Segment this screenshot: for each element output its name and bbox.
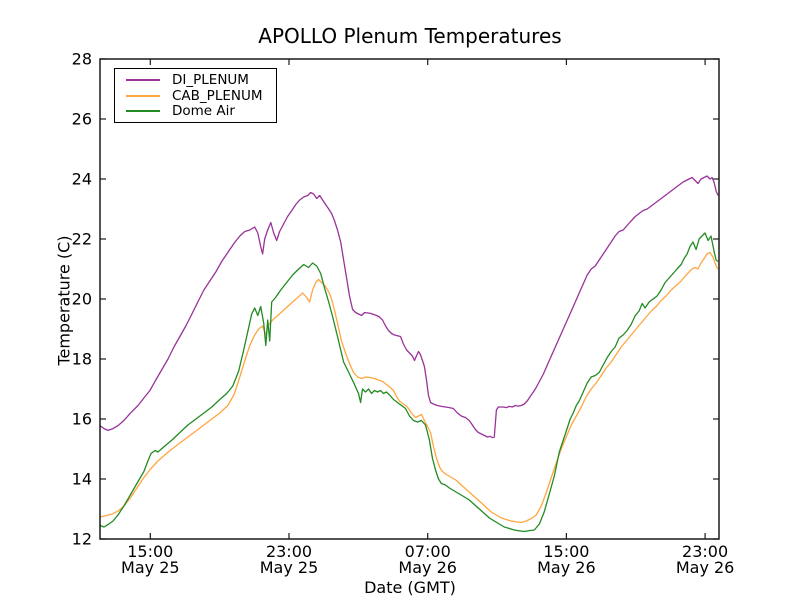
legend-row: Dome Air xyxy=(115,103,276,119)
x-tick-date-label: May 26 xyxy=(537,558,596,577)
x-tick-date-label: May 25 xyxy=(260,558,319,577)
y-tick-label: 12 xyxy=(72,530,92,549)
series-line-dome-air xyxy=(100,232,719,533)
plot-frame xyxy=(99,58,720,540)
legend-line-cab-plenum xyxy=(126,94,160,97)
x-tick-time-label: 23:00 xyxy=(266,542,312,561)
x-tick-time-label: 15:00 xyxy=(127,542,173,561)
x-axis-label: Date (GMT) xyxy=(364,578,456,597)
legend-row: DI_PLENUM xyxy=(115,72,276,88)
y-tick-label: 14 xyxy=(72,470,92,489)
legend-line-dome-air xyxy=(126,110,160,113)
x-tick-time-label: 23:00 xyxy=(682,542,728,561)
legend-label: CAB_PLENUM xyxy=(172,87,263,104)
y-tick-label: 24 xyxy=(72,170,92,189)
series-line-di-plenum xyxy=(100,175,719,439)
x-tick-date-label: May 26 xyxy=(676,558,735,577)
x-tick-date-label: May 25 xyxy=(121,558,180,577)
y-tick-label: 20 xyxy=(72,290,92,309)
legend-line-di-plenum xyxy=(126,78,160,81)
legend-label: DI_PLENUM xyxy=(172,71,249,88)
chart-title: APOLLO Plenum Temperatures xyxy=(258,24,562,48)
legend-row: CAB_PLENUM xyxy=(115,88,276,104)
x-tick-time-label: 15:00 xyxy=(543,542,589,561)
y-tick-label: 28 xyxy=(72,50,92,69)
legend-label: Dome Air xyxy=(172,103,235,120)
series-line-cab-plenum xyxy=(100,251,719,524)
y-axis-label: Temperature (C) xyxy=(54,235,74,366)
x-tick-date-label: May 26 xyxy=(398,558,457,577)
y-tick-label: 26 xyxy=(72,110,92,129)
legend: DI_PLENUM CAB_PLENUM Dome Air xyxy=(114,68,277,123)
y-tick-label: 18 xyxy=(72,350,92,369)
y-tick-label: 16 xyxy=(72,410,92,429)
x-tick-time-label: 07:00 xyxy=(405,542,451,561)
y-tick-label: 22 xyxy=(72,230,92,249)
